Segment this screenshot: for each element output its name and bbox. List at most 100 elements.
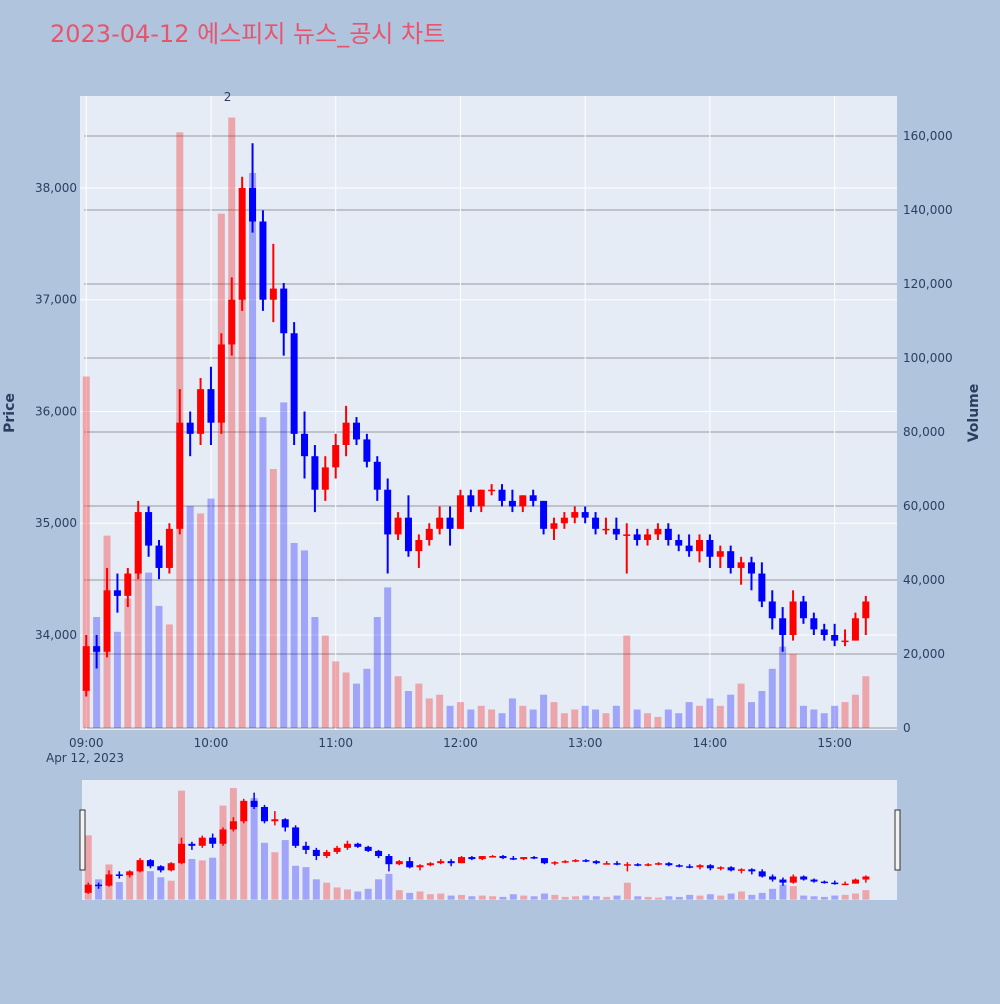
volume-bar	[373, 617, 381, 729]
candle-body	[249, 187, 257, 222]
slider-volume-bar	[530, 896, 538, 900]
candle-body	[758, 573, 766, 602]
candle-body	[571, 512, 579, 518]
slider-candle-body	[167, 863, 175, 871]
slider-candle-body	[478, 856, 486, 860]
slider-volume-bar	[520, 895, 528, 900]
volume-bar	[311, 617, 319, 729]
slider-candle-body	[84, 884, 92, 893]
slider-candle-body	[426, 863, 434, 866]
volume-bar	[540, 694, 548, 729]
volume-bar	[779, 646, 787, 729]
candle-body	[540, 500, 548, 529]
slider-volume-bar	[126, 875, 134, 900]
candle-body	[654, 528, 662, 535]
slider-volume-bar	[468, 896, 476, 900]
slider-handle-right[interactable]	[894, 809, 901, 871]
slider-candle-body	[644, 864, 652, 866]
candle-body	[810, 618, 818, 630]
slider-volume-bar	[447, 895, 455, 900]
slider-candle-body	[717, 867, 725, 869]
candle-body	[269, 288, 277, 300]
slider-volume-bar	[737, 891, 745, 900]
volume-bar	[696, 705, 704, 729]
range-slider[interactable]	[82, 780, 897, 900]
x-tick-label: 09:00	[69, 736, 104, 750]
y-tick-label: 34,000	[35, 628, 77, 642]
chart-title: 2023-04-12 에스피지 뉴스_공시 차트	[50, 20, 445, 48]
slider-volume-bar	[634, 896, 642, 900]
candle-body	[384, 489, 392, 535]
plot-area	[80, 96, 897, 730]
slider-candle-body	[240, 800, 248, 822]
candle-body	[436, 517, 444, 529]
candle-body	[332, 445, 340, 468]
slider-volume-bar	[281, 840, 289, 900]
candle-body	[644, 534, 652, 541]
slider-volume-bar	[458, 894, 466, 900]
volume-bar	[155, 605, 163, 729]
slider-volume-bar	[623, 882, 631, 900]
slider-candle-body	[737, 869, 745, 871]
volume-bar	[571, 709, 579, 729]
slider-volume-bar	[395, 890, 403, 900]
slider-candle-body	[105, 874, 113, 886]
volume-bar	[529, 709, 537, 729]
x-tick-label: 12:00	[443, 736, 478, 750]
slider-candle-body	[146, 860, 154, 867]
volume-bar	[217, 213, 225, 729]
slider-volume-bar	[84, 835, 92, 900]
slider-candle-body	[852, 879, 860, 884]
candle-body	[716, 551, 724, 557]
candle-body	[342, 422, 350, 446]
slider-volume-bar	[260, 842, 268, 900]
volume-bar	[425, 698, 433, 729]
candle-body	[207, 389, 215, 423]
candle-body	[508, 500, 516, 507]
candle-body	[197, 389, 205, 434]
slider-volume-bar	[478, 895, 486, 900]
y-tick-label: 36,000	[35, 404, 77, 418]
candle-body	[737, 562, 745, 568]
slider-candle-body	[271, 819, 279, 822]
slider-volume-bar	[655, 897, 663, 900]
candle-body	[612, 528, 620, 535]
slider-candle-body	[302, 845, 310, 850]
slider-candle-body	[343, 843, 351, 848]
slider-handle-left[interactable]	[79, 809, 86, 871]
x-sublabel: Apr 12, 2023	[46, 751, 124, 765]
x-tick-label: 10:00	[194, 736, 229, 750]
slider-volume-bar	[229, 787, 237, 900]
slider-volume-bar	[540, 893, 548, 900]
slider-candle-body	[623, 864, 631, 866]
volume-bar	[612, 705, 620, 729]
candle-body	[467, 495, 475, 507]
candle-body	[685, 545, 693, 552]
slider-volume-bar	[489, 896, 497, 900]
y2-tick-label: 60,000	[903, 499, 945, 513]
candle-body	[789, 601, 797, 636]
slider-volume-bar	[758, 892, 766, 900]
slider-volume-bar	[613, 895, 621, 900]
slider-volume-bar	[157, 877, 165, 900]
slider-volume-bar	[146, 871, 154, 900]
slider-candle-body	[395, 861, 403, 865]
slider-candle-body	[499, 856, 507, 859]
slider-volume-bar	[406, 892, 414, 900]
candle-body	[145, 512, 153, 546]
slider-volume-bar	[302, 867, 310, 900]
slider-candle-body	[530, 857, 538, 859]
candle-body	[851, 618, 859, 641]
volume-bar	[727, 694, 735, 729]
annotation: 2	[224, 90, 232, 104]
slider-candle-body	[178, 843, 186, 864]
volume-bar	[623, 635, 631, 729]
volume-bar	[249, 173, 257, 729]
slider-candle-body	[312, 849, 320, 857]
volume-bar	[93, 617, 101, 729]
candle-body	[664, 528, 672, 541]
slider-candle-body	[800, 876, 808, 880]
slider-volume-bar	[499, 896, 507, 900]
slider-candle-body	[748, 869, 756, 872]
